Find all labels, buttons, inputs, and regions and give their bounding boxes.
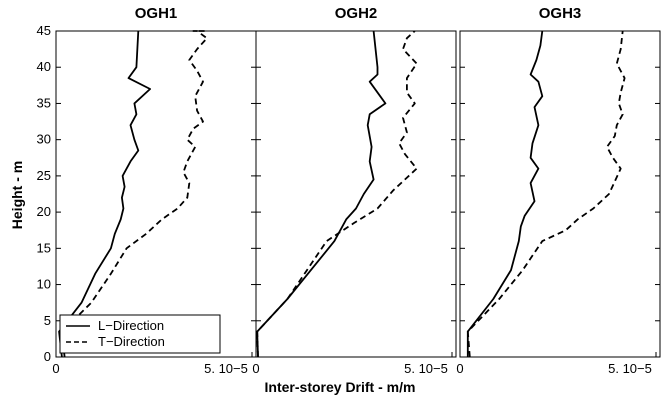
panel-frame: [459, 30, 661, 358]
series-line-l-direction: [466, 30, 544, 357]
series-line-t-direction: [61, 30, 208, 358]
panel-title: OGH1: [135, 5, 178, 22]
y-tick-label: 35: [37, 95, 51, 110]
y-tick-label: 15: [37, 240, 51, 255]
y-tick-label: 25: [37, 168, 51, 183]
panels-group: OGH1 0 5 10 15 20 25 30 35 40 45 0 5. 10−5 OGH2 0 5. 10…: [37, 5, 661, 376]
x-tick-label: 0: [52, 361, 59, 376]
y-tick-label: 10: [37, 277, 51, 292]
x-tick-label: 0: [456, 361, 463, 376]
legend-box: [59, 314, 221, 354]
legend: L−Direction T−Direction: [59, 314, 221, 354]
y-axis-label: Height - m: [9, 161, 25, 229]
panel-ogh1: OGH1 0 5 10 15 20 25 30 35 40 45 0 5. 10−5: [37, 5, 257, 376]
x-tick-label: 0: [252, 361, 259, 376]
y-tick-label: 30: [37, 132, 51, 147]
panel-ogh3: OGH3 0 5. 10−5: [456, 5, 661, 376]
panel-ogh2: OGH2 0 5. 10−5: [252, 5, 457, 376]
x-tick-label: 5. 10−5: [204, 361, 248, 376]
y-tick-label: 40: [37, 59, 51, 74]
series-line-l-direction: [256, 30, 387, 358]
legend-label-l-direction: L−Direction: [98, 318, 164, 333]
y-tick-label: 0: [44, 349, 51, 364]
legend-label-t-direction: T−Direction: [98, 334, 165, 349]
series-line-l-direction: [58, 30, 152, 358]
panel-title: OGH3: [539, 5, 582, 22]
panel-frame: [255, 30, 457, 358]
x-tick-label: 5. 10−5: [404, 361, 448, 376]
y-tick-label: 20: [37, 204, 51, 219]
series-line-t-direction: [256, 30, 418, 358]
y-tick-label: 5: [44, 313, 51, 328]
panel-title: OGH2: [335, 5, 378, 22]
series-line-t-direction: [466, 30, 626, 358]
panel-frame: [55, 30, 257, 358]
x-tick-label: 5. 10−5: [608, 361, 652, 376]
x-axis-label: Inter-storey Drift - m/m: [265, 379, 416, 395]
y-tick-label: 45: [37, 23, 51, 38]
